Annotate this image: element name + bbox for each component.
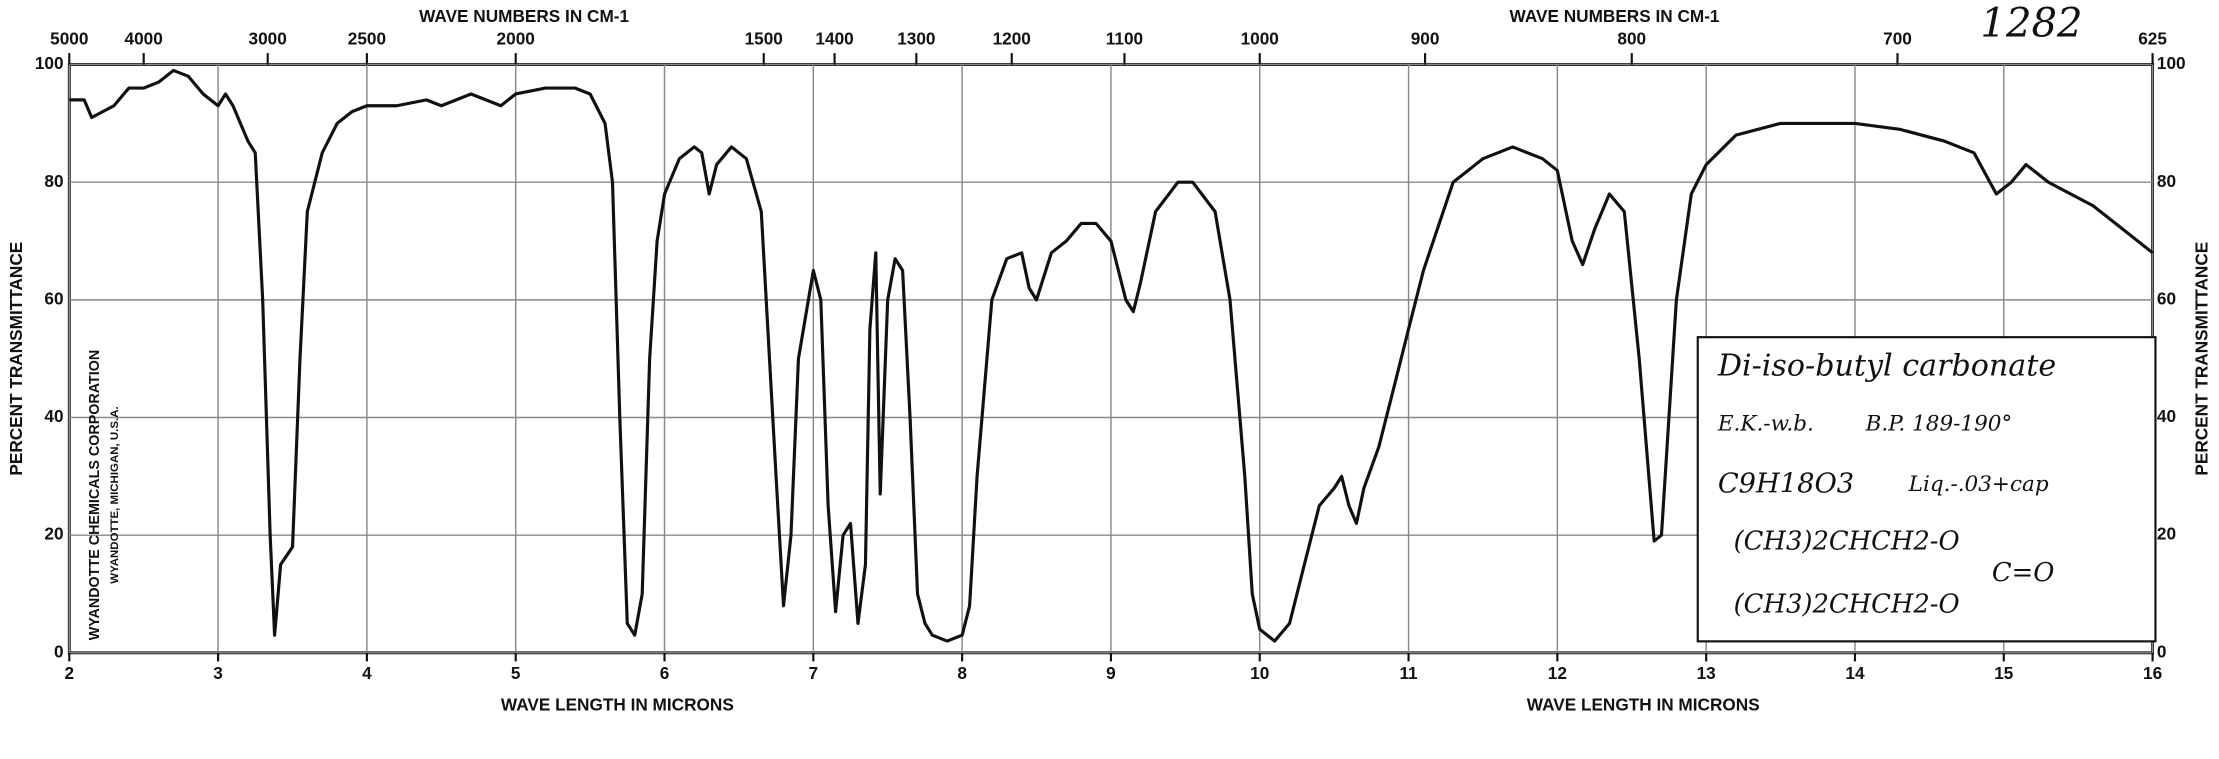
annotation: (CH3)2CHCH2-O — [1734, 589, 1960, 619]
x2-tick-label: 1300 — [897, 29, 935, 49]
x2-tick-label: 1200 — [993, 29, 1031, 49]
x2-tick-label: 1500 — [745, 29, 783, 49]
annotation-box — [1696, 336, 2157, 643]
annotation: (CH3)2CHCH2-O — [1734, 526, 1960, 556]
x2-tick-label: 625 — [2138, 29, 2167, 49]
x2-tick-label: 1100 — [1106, 29, 1143, 49]
x-tick-label: 9 — [1106, 663, 1116, 683]
y-tick-label: 80 — [2157, 171, 2176, 191]
x-tick-label: 5 — [511, 663, 521, 683]
y-tick-label: 20 — [44, 524, 63, 544]
y-tick-label: 20 — [2157, 524, 2176, 544]
x2-tick-label: 5000 — [50, 29, 88, 49]
x-tick-label: 3 — [213, 663, 223, 683]
annotation: 1282 — [1980, 0, 2082, 46]
x-tick-label: 15 — [1994, 663, 2014, 683]
annotation: WYANDOTTE, MICHIGAN, U.S.A. — [109, 406, 121, 583]
x2-axis-title: WAVE NUMBERS IN CM-1 — [1510, 6, 1720, 26]
y-tick-label: 0 — [54, 641, 64, 661]
y-tick-label: 40 — [44, 406, 63, 426]
y-tick-label: 0 — [2157, 641, 2167, 661]
x2-tick-label: 800 — [1617, 29, 1646, 49]
x-tick-label: 10 — [1250, 663, 1269, 683]
x-tick-label: 2 — [64, 663, 74, 683]
y-tick-label: 40 — [2157, 406, 2176, 426]
y-tick-label: 100 — [2157, 53, 2186, 73]
x2-tick-label: 900 — [1411, 29, 1440, 49]
annotation: B.P. 189-190° — [1865, 412, 2013, 437]
annotation: Di-iso-butyl carbonate — [1717, 348, 2056, 383]
y-tick-label: 100 — [35, 53, 64, 73]
x2-tick-label: 700 — [1883, 29, 1912, 49]
x-axis-title: WAVE LENGTH IN MICRONS — [1527, 694, 1760, 714]
x-tick-label: 14 — [1845, 663, 1865, 683]
x2-tick-label: 2500 — [348, 29, 386, 49]
x-tick-label: 7 — [809, 663, 819, 683]
spectrum-line — [69, 68, 2154, 643]
annotation: C9H18O3 — [1718, 468, 1854, 499]
annotation: Liq.-.03+cap — [1908, 472, 2049, 497]
x2-tick-label: 1400 — [815, 29, 853, 49]
x-axis-title: WAVE LENGTH IN MICRONS — [501, 694, 734, 714]
x2-tick-label: 3000 — [249, 29, 287, 49]
x-tick-label: 6 — [660, 663, 670, 683]
x2-tick-label: 4000 — [125, 29, 163, 49]
annotation: E.K.-w.b. — [1717, 412, 1814, 437]
y-axis-title: PERCENT TRANSMITTANCE — [6, 242, 26, 476]
y-tick-label: 60 — [2157, 288, 2176, 308]
x-tick-label: 4 — [362, 663, 372, 683]
x-tick-label: 13 — [1697, 663, 1716, 683]
x-tick-label: 12 — [1548, 663, 1567, 683]
y-tick-label: 80 — [44, 171, 63, 191]
x-tick-label: 8 — [957, 663, 967, 683]
x2-tick-label: 2000 — [497, 29, 535, 49]
x2-axis-title: WAVE NUMBERS IN CM-1 — [419, 6, 629, 26]
x-tick-label: 11 — [1399, 663, 1418, 683]
y-tick-label: 60 — [44, 288, 63, 308]
x2-tick-label: 1000 — [1241, 29, 1279, 49]
x-tick-label: 16 — [2143, 663, 2162, 683]
annotation: C=O — [1992, 558, 2055, 588]
y-axis-title: PERCENT TRANSMITTANCE — [2191, 242, 2211, 476]
annotation: WYANDOTTE CHEMICALS CORPORATION — [87, 350, 103, 641]
